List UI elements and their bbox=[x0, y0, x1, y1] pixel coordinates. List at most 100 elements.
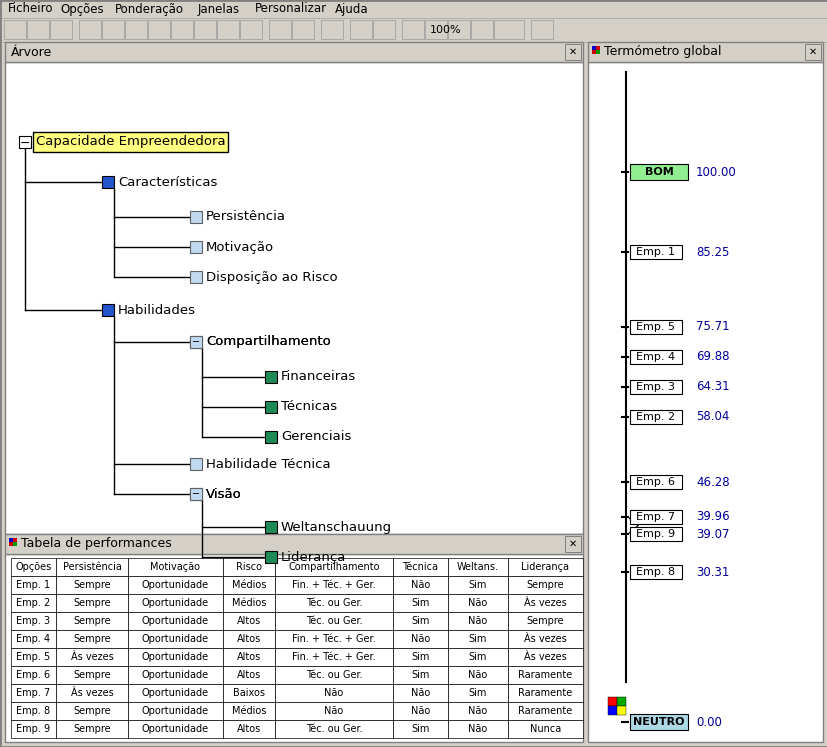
Text: Emp. 4: Emp. 4 bbox=[17, 634, 50, 644]
Text: Compartilhamento: Compartilhamento bbox=[288, 562, 380, 572]
Bar bbox=[33, 132, 227, 152]
Text: Oportunidade: Oportunidade bbox=[141, 670, 208, 680]
Bar bbox=[11, 594, 56, 612]
Text: Sim: Sim bbox=[411, 670, 429, 680]
Text: Opções: Opções bbox=[60, 2, 103, 16]
Bar bbox=[56, 648, 128, 666]
Bar bbox=[0, 18, 827, 42]
Text: 30.31: 30.31 bbox=[696, 565, 729, 578]
Bar bbox=[508, 576, 582, 594]
Text: Sim: Sim bbox=[468, 652, 486, 662]
Bar bbox=[56, 612, 128, 630]
Bar bbox=[393, 702, 447, 720]
Text: Técnicas: Técnicas bbox=[280, 400, 337, 414]
Bar bbox=[4, 20, 26, 39]
Bar bbox=[629, 320, 681, 334]
Text: Habilidades: Habilidades bbox=[118, 303, 196, 317]
Bar bbox=[5, 42, 582, 62]
Text: Sempre: Sempre bbox=[526, 580, 564, 590]
Bar bbox=[265, 431, 277, 443]
Text: Sempre: Sempre bbox=[526, 616, 564, 626]
Bar bbox=[393, 648, 447, 666]
Bar bbox=[275, 666, 393, 684]
Bar bbox=[222, 720, 275, 738]
Text: 100%: 100% bbox=[429, 25, 461, 35]
Bar bbox=[275, 720, 393, 738]
Bar bbox=[222, 576, 275, 594]
Text: Emp. 3: Emp. 3 bbox=[636, 382, 675, 392]
Bar bbox=[591, 46, 600, 54]
Bar bbox=[508, 648, 582, 666]
Bar bbox=[393, 594, 447, 612]
Text: Altos: Altos bbox=[237, 616, 261, 626]
Bar bbox=[494, 20, 523, 39]
Text: Emp. 6: Emp. 6 bbox=[636, 477, 675, 487]
Text: Visão: Visão bbox=[206, 488, 241, 500]
Bar bbox=[222, 684, 275, 702]
Text: BOM: BOM bbox=[644, 167, 672, 177]
Bar bbox=[587, 42, 822, 62]
Bar bbox=[102, 304, 114, 316]
Bar bbox=[292, 20, 313, 39]
Text: Médios: Médios bbox=[232, 580, 265, 590]
Text: Sim: Sim bbox=[411, 724, 429, 734]
Bar bbox=[19, 136, 31, 148]
Bar bbox=[265, 371, 277, 383]
Bar bbox=[5, 62, 582, 534]
Text: 39.96: 39.96 bbox=[696, 510, 729, 524]
Text: 0.00: 0.00 bbox=[696, 716, 721, 728]
Bar bbox=[56, 666, 128, 684]
Text: Às vezes: Às vezes bbox=[523, 634, 566, 644]
Text: Sempre: Sempre bbox=[73, 706, 111, 716]
Bar bbox=[393, 576, 447, 594]
Bar bbox=[508, 720, 582, 738]
Bar bbox=[275, 558, 393, 576]
Text: Oportunidade: Oportunidade bbox=[141, 634, 208, 644]
Text: NEUTRO: NEUTRO bbox=[633, 717, 684, 727]
Text: Habilidade Técnica: Habilidade Técnica bbox=[206, 457, 330, 471]
Text: Não: Não bbox=[468, 724, 487, 734]
Bar bbox=[393, 612, 447, 630]
Text: Raramente: Raramente bbox=[518, 670, 572, 680]
Bar bbox=[275, 576, 393, 594]
Text: 58.04: 58.04 bbox=[696, 411, 729, 424]
Bar bbox=[5, 534, 582, 554]
Bar bbox=[265, 401, 277, 413]
Text: −: − bbox=[192, 489, 200, 499]
Bar bbox=[102, 176, 114, 188]
Text: Visão: Visão bbox=[206, 488, 241, 500]
Bar bbox=[447, 558, 508, 576]
Text: Médios: Médios bbox=[232, 598, 265, 608]
Bar bbox=[804, 44, 820, 60]
Text: 69.88: 69.88 bbox=[696, 350, 729, 364]
Text: Técnica: Técnica bbox=[402, 562, 438, 572]
Text: Liderança: Liderança bbox=[280, 551, 346, 563]
Bar bbox=[564, 44, 581, 60]
Text: Sempre: Sempre bbox=[73, 580, 111, 590]
Text: Sempre: Sempre bbox=[73, 598, 111, 608]
Bar bbox=[447, 630, 508, 648]
Text: Fin. + Téc. + Ger.: Fin. + Téc. + Ger. bbox=[292, 652, 375, 662]
Text: Não: Não bbox=[468, 706, 487, 716]
Bar bbox=[189, 488, 202, 500]
Bar bbox=[508, 684, 582, 702]
Text: 46.28: 46.28 bbox=[696, 476, 729, 489]
Text: Emp. 3: Emp. 3 bbox=[17, 616, 50, 626]
Bar bbox=[56, 630, 128, 648]
Text: Motivação: Motivação bbox=[151, 562, 200, 572]
Text: Emp. 2: Emp. 2 bbox=[17, 598, 50, 608]
Text: Emp. 9: Emp. 9 bbox=[17, 724, 50, 734]
Bar bbox=[629, 245, 681, 259]
Text: Sim: Sim bbox=[411, 652, 429, 662]
Text: −: − bbox=[192, 337, 200, 347]
Bar bbox=[189, 336, 202, 348]
Text: Emp. 9: Emp. 9 bbox=[636, 529, 675, 539]
Text: Emp. 1: Emp. 1 bbox=[636, 247, 675, 257]
Text: Téc. ou Ger.: Téc. ou Ger. bbox=[305, 670, 362, 680]
Text: Não: Não bbox=[468, 616, 487, 626]
Text: Raramente: Raramente bbox=[518, 706, 572, 716]
Bar bbox=[128, 702, 222, 720]
Bar bbox=[128, 558, 222, 576]
Text: Às vezes: Às vezes bbox=[70, 688, 113, 698]
Bar bbox=[629, 350, 681, 364]
